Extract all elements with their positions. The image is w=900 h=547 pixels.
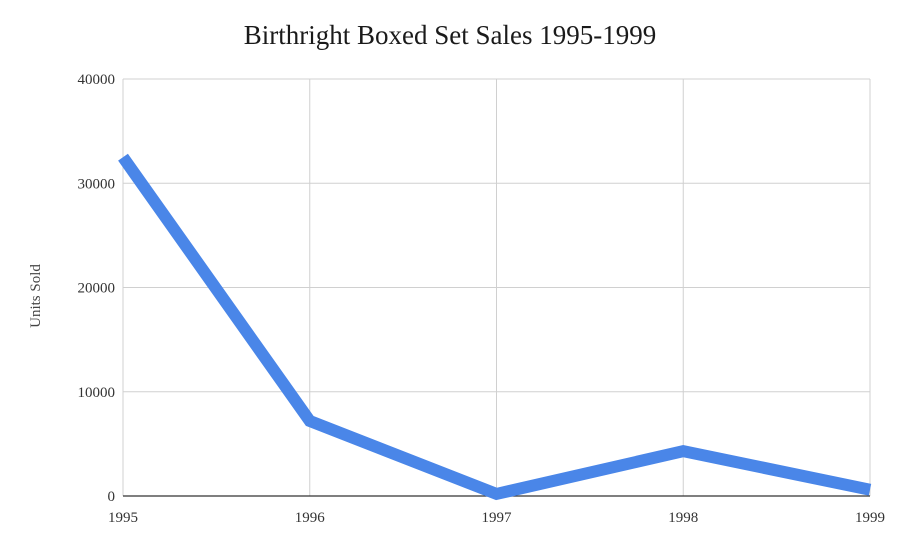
y-tick-label: 0 <box>108 489 116 505</box>
x-tick-label: 1995 <box>108 510 138 526</box>
x-tick-label: 1997 <box>482 510 513 526</box>
y-tick-label: 10000 <box>78 385 116 401</box>
grid-layer <box>122 78 871 496</box>
series-layer <box>118 153 872 501</box>
y-tick-label: 20000 <box>78 281 116 297</box>
x-tick-label: 1998 <box>668 510 698 526</box>
chart-title: Birthright Boxed Set Sales 1995-1999 <box>243 20 657 50</box>
y-tick-label: 40000 <box>78 72 116 88</box>
x-tick-label: 1999 <box>855 510 885 526</box>
label-layer: 0 10000 20000 30000 40000 1995 1996 1997 1998 199… <box>78 72 886 526</box>
y-axis-title: Units Sold <box>28 264 44 328</box>
y-tick-label: 30000 <box>78 176 116 192</box>
x-tick-label: 1996 <box>295 510 326 526</box>
